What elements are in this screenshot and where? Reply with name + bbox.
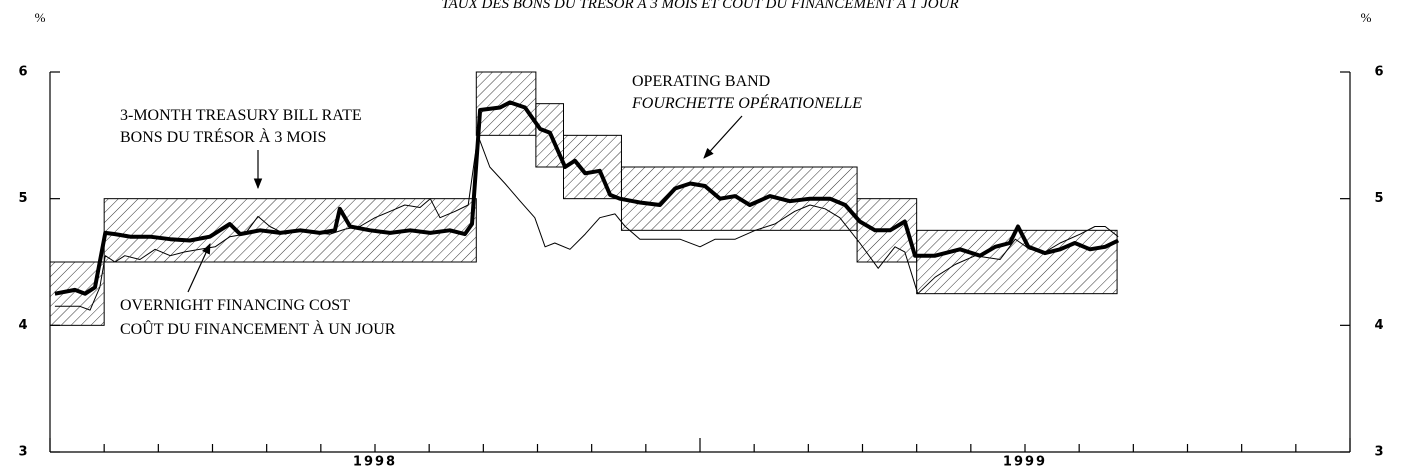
y-unit: % [1361, 10, 1372, 25]
annotation: FOURCHETTE OPÉRATIONELLE [631, 93, 862, 112]
y-tick-label: 5 [1374, 191, 1385, 206]
y-tick-label: 3 [18, 445, 29, 460]
y-unit: % [35, 10, 46, 25]
y-tick-label: 6 [1374, 65, 1385, 80]
x-tick-label: 1998 [353, 455, 397, 470]
annotation: BONS DU TRÉSOR À 3 MOIS [120, 127, 326, 146]
operating-band [563, 134, 622, 200]
y-tick-label: 5 [18, 191, 29, 206]
y-tick-label: 6 [18, 65, 29, 80]
tbill-line [54, 134, 1119, 311]
annotation: 3-MONTH TREASURY BILL RATE [120, 107, 362, 124]
y-tick-label: 3 [1374, 445, 1385, 460]
overnight-line [54, 100, 1120, 296]
annotation: OVERNIGHT FINANCING COST [120, 297, 350, 314]
chart-title: TAUX DES BONS DU TRÉSOR À 3 MOIS ET COÛT… [441, 0, 958, 12]
x-tick-label: 1999 [1003, 455, 1047, 470]
y-tick-label: 4 [18, 318, 29, 333]
y-tick-label: 4 [1374, 318, 1385, 333]
arrow [703, 115, 743, 159]
annotation: COÛT DU FINANCEMENT À UN JOUR [120, 319, 396, 338]
annotation: OPERATING BAND [632, 73, 770, 90]
